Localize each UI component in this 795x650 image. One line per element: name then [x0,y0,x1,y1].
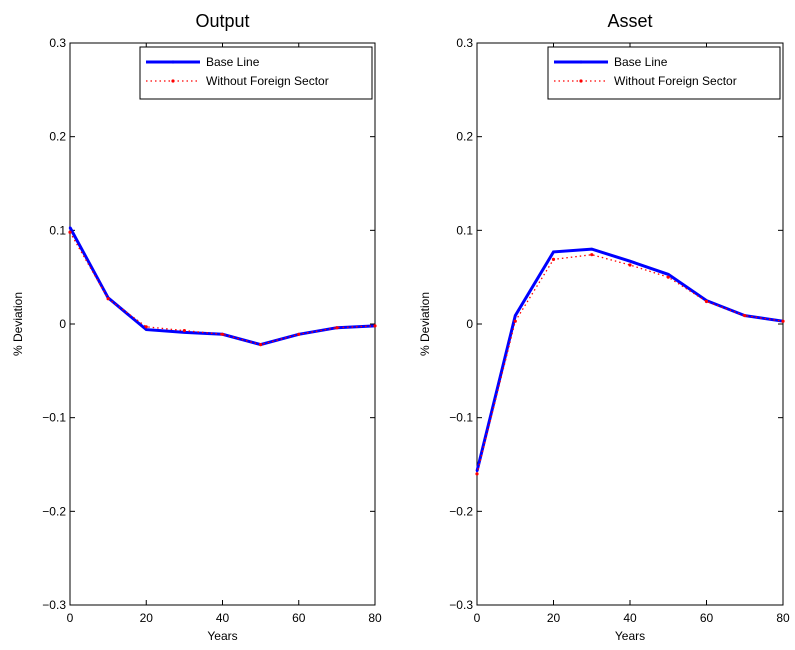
x-axis-label: Years [615,629,645,643]
y-tick-label: 0.2 [456,130,473,144]
series-point-1 [259,343,263,347]
series-point-1 [335,326,339,330]
x-tick-label: 20 [140,611,154,625]
legend-entry-1: Without Foreign Sector [206,74,329,88]
y-axis-label: % Deviation [11,292,25,356]
series-point-1 [513,319,517,323]
legend-marker-0 [579,60,583,64]
chart-panel-0: Output 0 20 40 60 80 −0.3 −0.2 −0.1 0 0.1 0.2 0.3 Yea… [11,11,382,643]
series-point-0 [475,469,479,473]
y-tick-label: 0 [466,317,473,331]
x-axis-label: Years [207,629,237,643]
series-point-0 [552,250,555,254]
x-tick-label: 60 [292,611,306,625]
x-tick-label: 0 [474,611,481,625]
legend-entry-0: Base Line [614,55,668,69]
y-tick-label: −0.1 [42,411,66,425]
legend-marker-0 [171,60,175,64]
series-point-1 [68,230,72,234]
y-tick-label: 0.3 [49,36,66,50]
series-point-1 [297,332,301,336]
legend-entry-0: Base Line [206,55,260,69]
legend-box [547,46,781,100]
x-tick-label: 20 [547,611,561,625]
x-tick-label: 80 [368,611,382,625]
y-tick-label: −0.2 [449,504,473,518]
series-point-0 [667,273,670,276]
chart-panel-1: Asset 0 20 40 60 80 −0.3 −0.2 −0.1 0 0.1 0.2 0.3 Year… [418,11,790,643]
series-point-1 [182,328,186,333]
x-tick-label: 40 [216,611,230,625]
legend: Base Line Without Foreign Sector [139,46,373,100]
y-tick-label: 0 [59,317,66,331]
y-tick-label: 0.3 [456,36,473,50]
y-axis-label: % Deviation [418,292,432,356]
y-tick-label: −0.3 [449,598,473,612]
y-tick-label: 0.1 [49,223,66,237]
plot-area [476,42,784,606]
series-point-1 [628,263,632,267]
series-point-1 [590,253,594,257]
legend-marker-1 [579,79,583,83]
series-point-1 [106,297,110,301]
x-tick-label: 80 [776,611,790,625]
x-tick-label: 0 [67,611,74,625]
legend: Base Line Without Foreign Sector [547,46,781,100]
series-point-0 [628,260,632,263]
y-tick-label: 0.1 [456,223,473,237]
y-tick-label: 0.2 [49,130,66,144]
plot-area [69,42,376,606]
series-point-1 [704,299,709,304]
series-point-0 [145,328,148,331]
y-tick-label: −0.1 [449,411,473,425]
chart-title: Output [195,11,249,31]
series-point-1 [373,324,377,328]
legend-marker-1 [171,79,175,83]
series-point-1 [220,332,225,336]
y-tick-label: −0.3 [42,598,66,612]
series-point-1 [475,472,479,476]
series-point-1 [551,257,556,261]
legend-entry-1: Without Foreign Sector [614,74,737,88]
series-point-0 [68,226,72,229]
series-point-1 [666,275,670,279]
series-point-0 [590,247,593,251]
legend-box [139,46,373,100]
x-tick-label: 60 [700,611,714,625]
y-tick-label: −0.2 [42,504,66,518]
series-point-0 [514,314,517,317]
chart-title: Asset [607,11,652,31]
series-point-1 [781,319,785,323]
x-tick-label: 40 [623,611,637,625]
series-point-1 [144,325,148,329]
series-point-1 [743,313,747,318]
